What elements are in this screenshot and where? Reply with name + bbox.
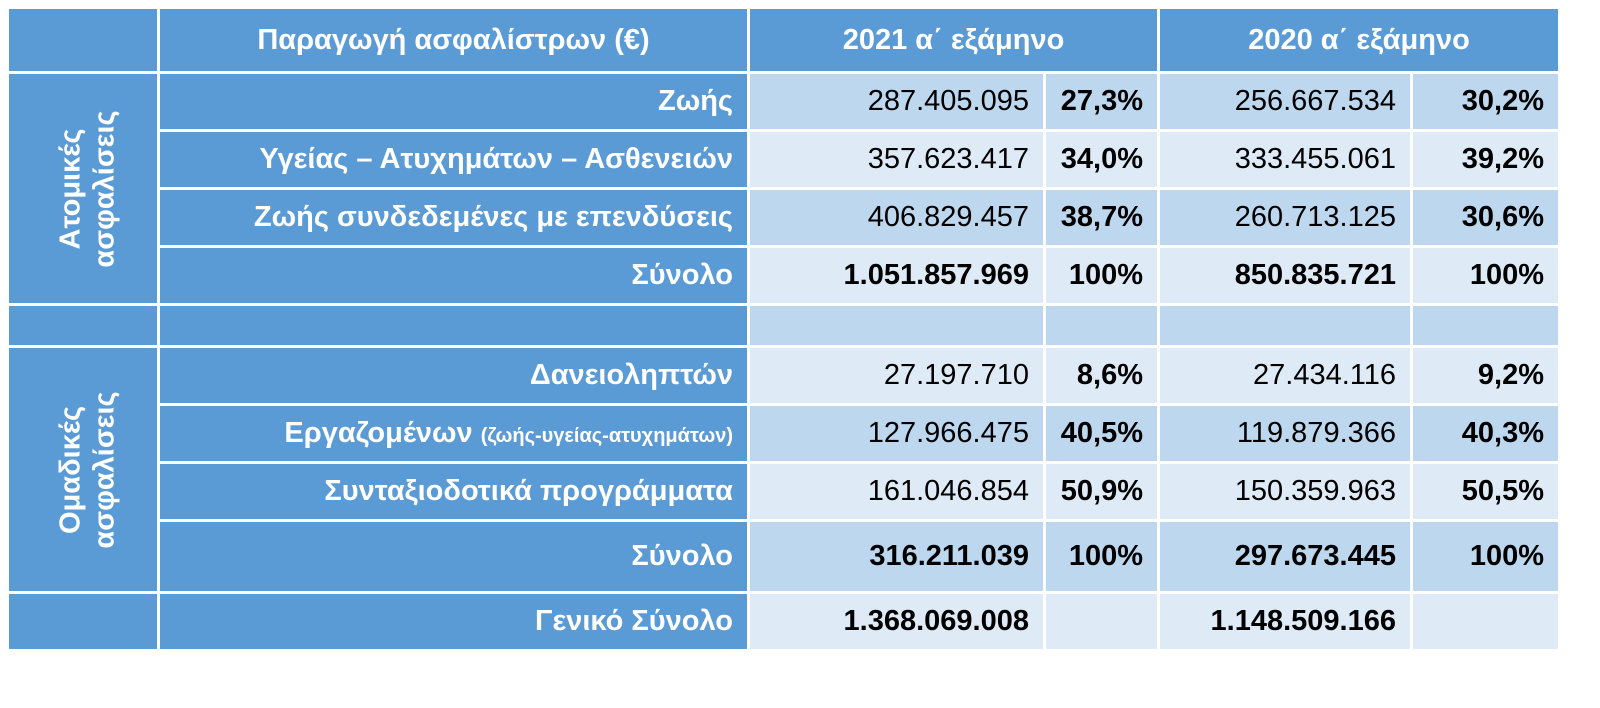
- column-header-2020: 2020 α΄ εξάμηνο: [1157, 6, 1562, 74]
- value-2020: 297.673.445: [1157, 519, 1414, 594]
- table-row: Εργαζομένων (ζωής-υγείας-ατυχημάτων) 127…: [8, 403, 1562, 464]
- corner-cell: [6, 6, 160, 74]
- value-2021: 406.829.457: [747, 187, 1046, 248]
- row-label: Συνταξιοδοτικά προγράμματα: [157, 461, 750, 522]
- row-label: Ζωής συνδεδεμένες με επενδύσεις: [157, 187, 750, 248]
- row-label: Σύνολο: [157, 245, 750, 306]
- value-2021: 1.051.857.969: [747, 245, 1046, 306]
- grand-total-2021: 1.368.069.008: [747, 591, 1046, 652]
- pct-2020: 9,2%: [1410, 345, 1562, 406]
- value-2020: 333.455.061: [1157, 129, 1414, 190]
- pct-2021: 8,6%: [1042, 345, 1161, 406]
- table-row: Υγείας – Ατυχημάτων – Ασθενειών 357.623.…: [8, 129, 1562, 190]
- value-2021: 161.046.854: [747, 461, 1046, 522]
- pct-2020: 30,6%: [1410, 187, 1562, 248]
- table-row: Ατομικές ασφαλίσεις Ζωής 287.405.095 27,3…: [6, 71, 1562, 306]
- total-row: Σύνολο 1.051.857.969 100% 850.835.721 10…: [8, 245, 1562, 306]
- value-2020: 150.359.963: [1157, 461, 1414, 522]
- header-row: Παραγωγή ασφαλίστρων (€) 2021 α΄ εξάμηνο…: [6, 6, 1562, 74]
- row-label: Ζωής: [157, 71, 750, 132]
- pct-2021: 50,9%: [1042, 461, 1161, 522]
- pct-2021: 34,0%: [1042, 129, 1161, 190]
- value-2021: 316.211.039: [747, 519, 1046, 594]
- row-label: Γενικό Σύνολο: [157, 591, 750, 652]
- pct-2020: 40,3%: [1410, 403, 1562, 464]
- row-label: Υγείας – Ατυχημάτων – Ασθενειών: [157, 129, 750, 190]
- value-2020: 256.667.534: [1157, 71, 1414, 132]
- spacer-row: [6, 303, 1562, 348]
- pct-2020: 30,2%: [1410, 71, 1562, 132]
- group-label-individual: Ατομικές ασφαλίσεις: [6, 71, 160, 306]
- column-header-2021: 2021 α΄ εξάμηνο: [746, 6, 1161, 74]
- value-2021: 357.623.417: [747, 129, 1046, 190]
- pct-2021: 100%: [1042, 519, 1161, 594]
- table-row: Ζωής συνδεδεμένες με επενδύσεις 406.829.…: [8, 187, 1562, 248]
- pct-2020: 100%: [1410, 245, 1562, 306]
- total-row: Σύνολο 316.211.039 100% 297.673.445 100%: [8, 519, 1562, 594]
- row-label: Εργαζομένων (ζωής-υγείας-ατυχημάτων): [157, 403, 750, 464]
- pct-2020: 50,5%: [1410, 461, 1562, 522]
- value-2020: 260.713.125: [1157, 187, 1414, 248]
- table-row: Ομαδικές ασφαλίσεις Δανειοληπτών 27.197.7…: [6, 345, 1562, 594]
- grand-total-row: Γενικό Σύνολο 1.368.069.008 1.148.509.16…: [6, 591, 1562, 652]
- pct-2020: 100%: [1410, 519, 1562, 594]
- value-2021: 287.405.095: [747, 71, 1046, 132]
- group-label-group: Ομαδικές ασφαλίσεις: [6, 345, 160, 594]
- table-row: Συνταξιοδοτικά προγράμματα 161.046.854 5…: [8, 461, 1562, 522]
- table-title: Παραγωγή ασφαλίστρων (€): [157, 6, 750, 74]
- row-label: Δανειοληπτών: [157, 345, 750, 406]
- pct-2021: 100%: [1042, 245, 1161, 306]
- pct-2021: 38,7%: [1042, 187, 1161, 248]
- row-label: Σύνολο: [157, 519, 750, 594]
- pct-2021: 40,5%: [1042, 403, 1161, 464]
- grand-total-2020: 1.148.509.166: [1157, 591, 1414, 652]
- value-2020: 27.434.116: [1157, 345, 1414, 406]
- value-2021: 127.966.475: [747, 403, 1046, 464]
- row-label-note: (ζωής-υγείας-ατυχημάτων): [480, 425, 733, 447]
- premium-production-table: Παραγωγή ασφαλίστρων (€) 2021 α΄ εξάμηνο…: [6, 6, 1562, 652]
- pct-2020: 39,2%: [1410, 129, 1562, 190]
- value-2020: 119.879.366: [1157, 403, 1414, 464]
- value-2020: 850.835.721: [1157, 245, 1414, 306]
- value-2021: 27.197.710: [747, 345, 1046, 406]
- pct-2021: 27,3%: [1042, 71, 1161, 132]
